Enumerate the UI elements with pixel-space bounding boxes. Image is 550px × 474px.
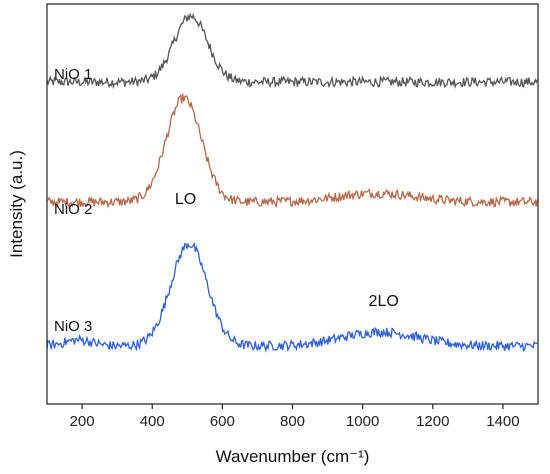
- series-line-3: [46, 242, 538, 353]
- peak-annotation-2lo: 2LO: [369, 293, 399, 310]
- series-line-1: [46, 12, 538, 90]
- x-tick-label: 400: [140, 413, 165, 430]
- x-tick-label: 1200: [416, 413, 449, 430]
- x-tick-label: 800: [280, 413, 305, 430]
- x-tick-label: 200: [70, 413, 95, 430]
- x-tick-label: 1400: [486, 413, 519, 430]
- series-layer: [46, 12, 538, 353]
- series-label-2: NiO 2: [54, 201, 92, 218]
- y-axis-title: Intensity (a.u.): [7, 150, 26, 258]
- x-axis-title: Wavenumber (cm⁻¹): [216, 447, 370, 466]
- series-label-1: NiO 1: [54, 66, 92, 83]
- x-tick-label: 1000: [346, 413, 379, 430]
- series-label-layer: NiO 1 NiO 2 NiO 3: [54, 66, 92, 335]
- x-tick-layer: 200 400 600 800 1000 1200 1400: [70, 404, 520, 430]
- series-label-3: NiO 3: [54, 318, 92, 335]
- x-tick-label: 600: [210, 413, 235, 430]
- peak-annotation-lo: LO: [175, 191, 196, 208]
- series-line-2: [46, 93, 538, 209]
- annotation-layer: LO 2LO: [175, 191, 399, 310]
